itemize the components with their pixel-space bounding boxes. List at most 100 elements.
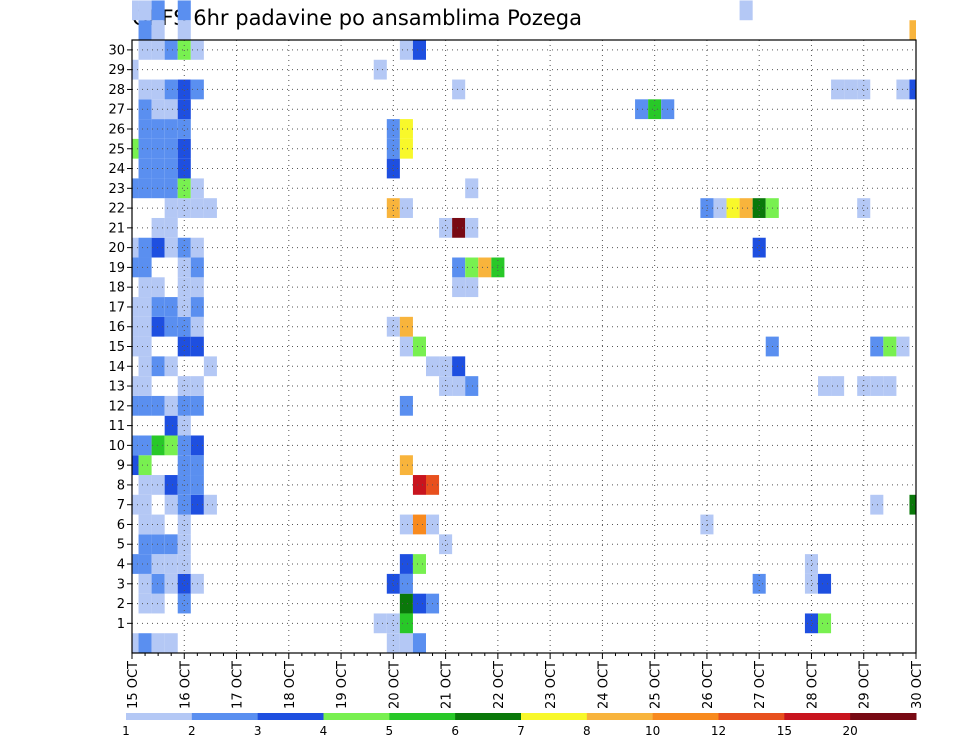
precip-cell [465,257,479,278]
precip-cell [818,376,832,396]
precip-cell [177,178,191,199]
precip-cell [412,40,426,60]
precip-cell [151,475,165,495]
precip-cell [151,79,165,100]
x-tick-label: 17 OCT [231,661,246,709]
precip-cell [164,494,178,515]
precip-cell [452,217,466,238]
precip-cell [870,376,884,396]
precip-cell [452,257,466,278]
precip-cell [386,633,400,653]
precip-cell [883,376,897,396]
precip-cell [138,99,152,120]
precip-cell [138,0,152,21]
precip-cell [164,633,178,653]
y-tick-label: 15 [108,340,125,355]
precip-cell [177,297,191,317]
precip-cell [151,178,165,199]
precip-cell [412,475,426,495]
y-tick-label: 6 [117,518,125,533]
precip-cell [151,297,165,317]
y-tick-label: 8 [117,478,125,493]
precip-cell [132,237,139,258]
precip-cell [752,198,766,218]
precip-cell [151,40,165,60]
legend-label: 12 [711,724,726,738]
precip-cell [399,514,413,535]
precip-cell [713,198,727,218]
y-tick-label: 27 [108,103,125,118]
y-tick-label: 20 [108,241,125,256]
precip-cell [478,257,492,278]
precip-cell [132,336,139,357]
precip-cell [883,336,897,357]
precip-cell [138,475,152,495]
precip-cell [164,138,178,159]
x-tick-label: 25 OCT [649,661,664,709]
precip-cell [151,554,165,574]
precip-cell [138,633,152,653]
cells-layer [132,0,916,653]
legend-label: 2 [188,724,196,738]
x-tick-label: 24 OCT [596,661,611,709]
precip-cell [164,415,178,436]
precip-cell [203,356,217,377]
precip-cell [151,316,165,337]
precip-cell [177,99,191,120]
precip-cell [132,0,139,21]
precip-cell [151,99,165,120]
precip-cell [399,593,413,614]
precip-cell [465,277,479,298]
precip-cell [177,198,191,218]
precip-cell [177,0,191,21]
precip-cell [132,633,139,653]
precip-cell [177,475,191,495]
precip-cell [857,198,871,218]
precip-cell [203,198,217,218]
precip-cell [164,475,178,495]
precip-cell [151,534,165,555]
precip-cell [132,297,139,317]
precip-cell [164,119,178,139]
precip-cell [138,158,152,179]
precip-cell [132,376,139,396]
precip-cell [412,554,426,574]
precip-cell [138,119,152,139]
precip-cell [164,297,178,317]
y-tick-label: 1 [117,617,125,632]
precip-cell [399,613,413,634]
y-tick-label: 4 [117,558,125,573]
legend-label: 6 [451,724,459,738]
precip-cell [844,79,858,100]
precip-cell [857,376,871,396]
precip-cell [439,217,453,238]
precip-cell [804,613,818,634]
legend-label: 15 [777,724,792,738]
legend-swatch [784,713,851,720]
precip-cell [465,376,479,396]
y-tick-label: 10 [108,439,125,454]
precip-cell [138,494,152,515]
precip-cell [132,257,139,278]
legend-label: 1 [122,724,130,738]
legend-swatch [652,713,719,720]
y-tick-label: 25 [108,142,125,157]
precip-cell [399,455,413,476]
precip-cell [132,455,139,476]
precip-cell [177,534,191,555]
precip-cell [700,198,714,218]
precip-cell [164,316,178,337]
precip-cell [373,613,387,634]
precip-cell [439,534,453,555]
grid-layer [132,40,916,653]
precip-cell [164,395,178,416]
x-tick-label: 18 OCT [283,661,298,709]
y-tick-label: 13 [108,380,125,395]
precip-cell [386,198,400,218]
precip-cell [700,514,714,535]
y-tick-label: 18 [108,281,125,296]
precip-cell [648,99,662,120]
y-tick-label: 12 [108,399,125,414]
precip-cell [739,0,753,21]
precip-cell [132,59,139,80]
